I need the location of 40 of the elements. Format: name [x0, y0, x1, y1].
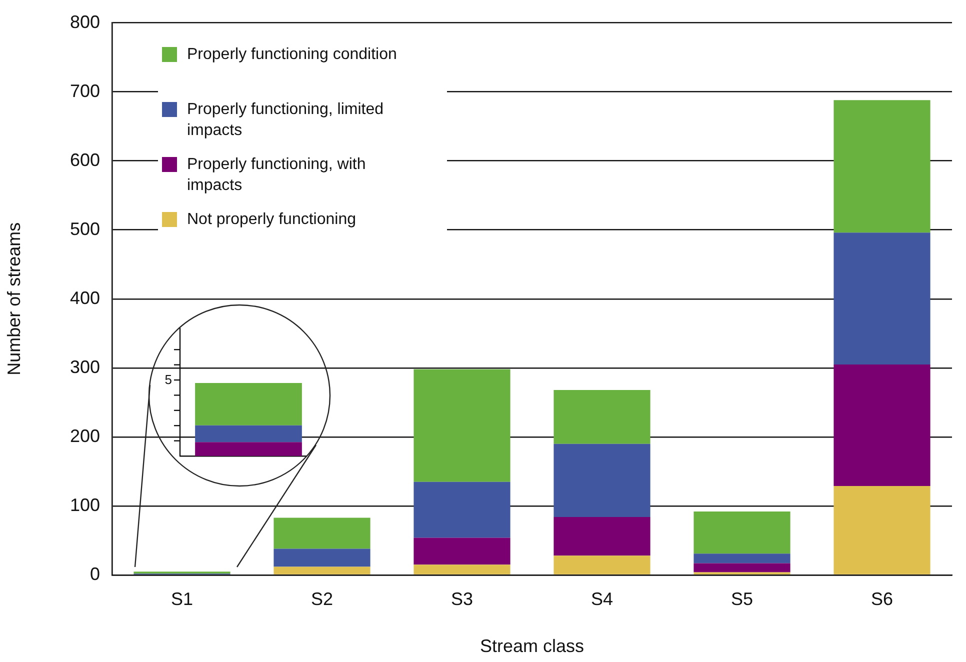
legend-label: Properly functioning, limited impacts: [187, 100, 385, 141]
y-tick-label: 400: [70, 288, 100, 308]
bar: [554, 444, 650, 518]
bar: [554, 517, 650, 556]
y-tick-label: 0: [90, 564, 100, 584]
annotation: 5: [164, 372, 172, 387]
bar: [414, 538, 510, 565]
y-axis-title: Number of streams: [4, 222, 24, 376]
x-tick-label: S1: [170, 588, 194, 609]
bar: [694, 563, 790, 572]
y-tick-label: 600: [70, 150, 100, 170]
bar: [694, 511, 790, 554]
y-tick-label: 100: [70, 494, 100, 515]
bar: [834, 100, 930, 233]
bar: [834, 364, 930, 486]
bar: [414, 482, 510, 538]
bar: [274, 566, 370, 574]
y-tick-label: 200: [70, 426, 100, 446]
y-tick-label: 700: [70, 80, 100, 101]
y-tick-label: 800: [70, 12, 100, 32]
bar: [274, 548, 370, 567]
bar: [834, 232, 930, 364]
legend-label: Properly functioning, with impacts: [187, 155, 367, 196]
bar: [834, 486, 930, 574]
y-tick-label: 300: [70, 356, 100, 377]
bar: [694, 554, 790, 564]
legend-label: Not properly functioning: [187, 210, 357, 230]
bar: [274, 518, 370, 549]
y-tick-label: 500: [70, 218, 100, 239]
bar: [414, 564, 510, 574]
legend-label: Properly functioning condition: [187, 45, 398, 65]
x-tick-label: S5: [730, 588, 754, 609]
x-tick-label: S2: [310, 588, 334, 609]
bar: [554, 390, 650, 444]
x-tick-label: S4: [590, 588, 614, 609]
x-axis-title: Stream class: [480, 636, 584, 656]
x-tick-label: S6: [870, 588, 894, 609]
x-tick-label: S3: [450, 588, 474, 609]
bar: [554, 556, 650, 574]
bar: [414, 369, 510, 482]
